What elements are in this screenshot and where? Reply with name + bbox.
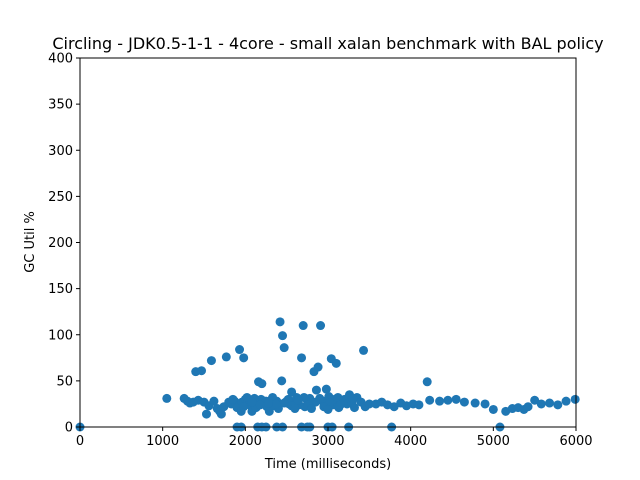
data-point (349, 403, 359, 413)
x-tick-label: 6000 (559, 434, 592, 449)
data-point (257, 379, 267, 389)
data-point (298, 321, 308, 331)
data-point (255, 400, 265, 410)
data-point (443, 395, 453, 405)
data-point (333, 392, 343, 402)
y-tick-label: 50 (56, 374, 73, 389)
data-point (277, 376, 287, 386)
data-point (275, 317, 285, 327)
data-point (321, 384, 331, 394)
data-point (313, 362, 323, 372)
data-point (470, 398, 480, 408)
points-layer (75, 317, 580, 432)
chart-title: Circling - JDK0.5-1-1 - 4core - small xa… (52, 34, 603, 53)
data-point (530, 395, 540, 405)
x-tick-label: 2000 (229, 434, 262, 449)
data-point (316, 321, 326, 331)
data-point (523, 402, 533, 412)
data-point (335, 400, 345, 410)
x-tick-label: 5000 (477, 434, 510, 449)
data-point (293, 395, 303, 405)
plot-area-frame (79, 57, 577, 428)
data-point (263, 398, 273, 408)
data-point (216, 409, 226, 419)
data-point (348, 393, 358, 403)
data-point (271, 399, 281, 409)
y-tick-label: 150 (48, 282, 73, 297)
y-axis: 0 50 100 150 200 250 300 350 400 (48, 52, 80, 436)
data-point (553, 400, 563, 410)
x-axis-label: Time (milliseconds) (264, 457, 391, 472)
y-tick-label: 200 (48, 236, 73, 251)
x-tick-label: 3000 (311, 434, 344, 449)
data-point (323, 404, 333, 414)
data-point (206, 356, 216, 366)
y-tick-label: 300 (48, 144, 73, 159)
data-point (536, 399, 546, 409)
data-point (209, 396, 219, 406)
x-tick-label: 4000 (394, 434, 427, 449)
data-point (331, 358, 341, 368)
data-point (488, 404, 498, 414)
data-point (297, 353, 307, 363)
y-tick-label: 100 (48, 328, 73, 343)
data-point (279, 398, 289, 408)
data-point (545, 398, 555, 408)
y-tick-label: 250 (48, 190, 73, 205)
data-point (306, 404, 316, 414)
data-point (201, 409, 211, 419)
data-point (414, 400, 424, 410)
data-point (570, 394, 580, 404)
data-point (451, 394, 461, 404)
data-point (162, 393, 172, 403)
data-point (221, 352, 231, 362)
data-point (247, 397, 257, 407)
x-axis: 0 1000 2000 3000 4000 5000 6000 (76, 427, 593, 449)
data-point (290, 404, 300, 414)
data-point (279, 343, 289, 353)
y-tick-label: 350 (48, 98, 73, 113)
y-axis-label: GC Util % (23, 211, 38, 273)
data-point (235, 345, 245, 355)
data-point (311, 397, 321, 407)
data-point (364, 399, 374, 409)
x-tick-label: 1000 (146, 434, 179, 449)
data-point (311, 385, 321, 395)
data-point (459, 397, 469, 407)
data-point (228, 394, 238, 404)
data-point (278, 331, 288, 341)
y-tick-label: 400 (48, 52, 73, 67)
data-point (239, 402, 249, 412)
data-point (480, 399, 490, 409)
data-point (197, 366, 207, 376)
x-tick-label: 0 (76, 434, 84, 449)
y-tick-label: 0 (65, 421, 73, 436)
data-point (561, 396, 571, 406)
data-point (239, 353, 249, 363)
data-point (422, 377, 432, 387)
data-point (359, 345, 369, 355)
data-point (425, 395, 435, 405)
data-point (389, 402, 399, 412)
data-point (435, 396, 445, 406)
